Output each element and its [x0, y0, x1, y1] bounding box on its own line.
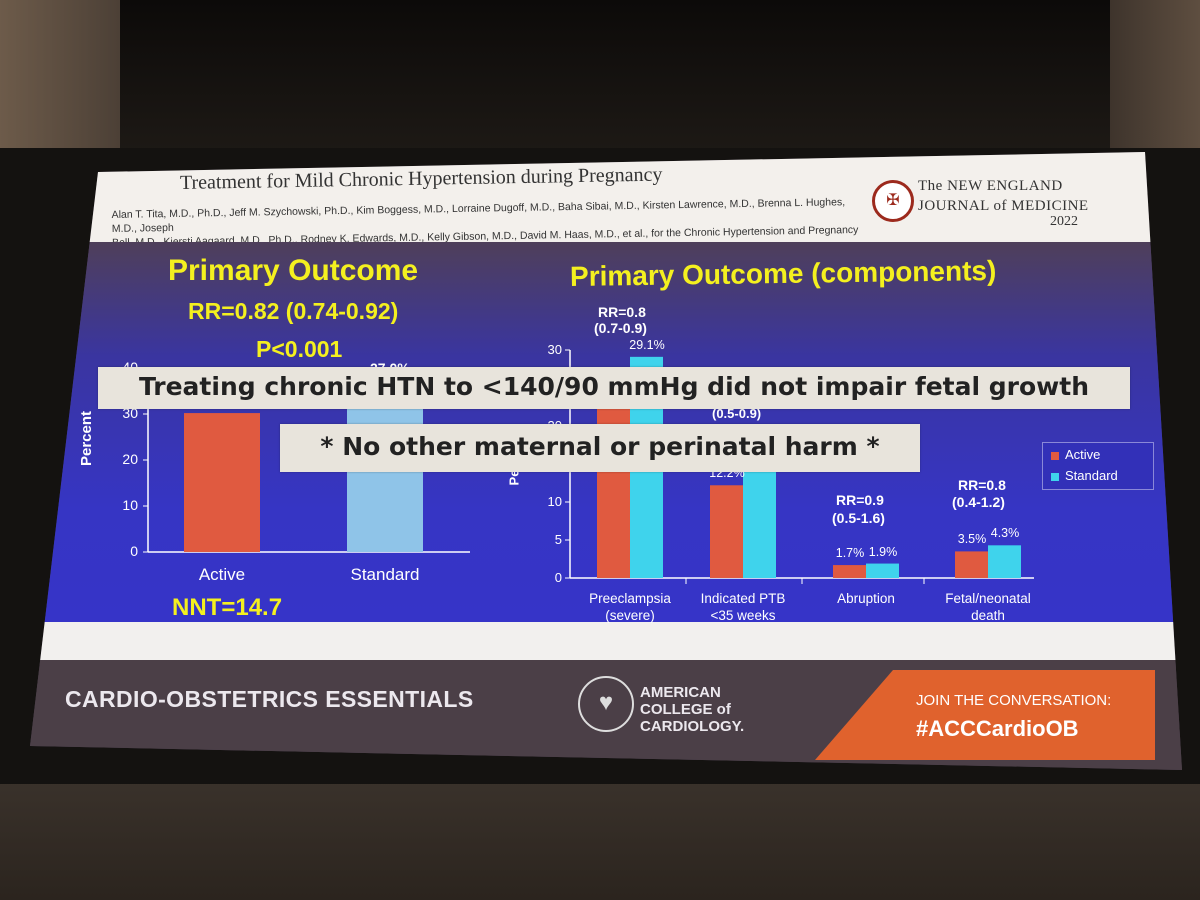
journal-year: 2022: [1050, 214, 1078, 229]
legend-active-swatch: [1051, 451, 1059, 460]
floor: [0, 780, 1200, 900]
right-value-label: 1.9%: [868, 544, 898, 559]
left-heading: Primary Outcome: [168, 254, 419, 287]
right-bar-active-3: [955, 551, 988, 578]
legend-standard-swatch: [1051, 472, 1059, 481]
rr-abruption-2: (0.5-1.6): [832, 510, 885, 526]
legend-standard-label: Standard: [1065, 468, 1118, 483]
nejm-seal-icon: ✠: [872, 180, 914, 222]
left-tick-label: 10: [122, 497, 138, 513]
right-category-label: Preeclampsia (severe): [589, 591, 671, 623]
left-y-label: Percent: [78, 410, 95, 466]
left-tick-label: 20: [122, 451, 138, 467]
legend-active: Active: [1051, 447, 1100, 462]
rr-abruption-1: RR=0.9: [836, 492, 884, 508]
right-bar-active-1: [710, 485, 743, 578]
left-category-label: Standard: [350, 565, 420, 584]
right-tick-label: 30: [547, 342, 562, 357]
right-bar-active-2: [833, 565, 866, 578]
left-bar-active: [184, 413, 260, 552]
right-tick-label: 5: [554, 532, 562, 547]
right-tick-label: 0: [554, 570, 562, 585]
rr-ptb-partial: (0.5-0.9): [712, 406, 762, 421]
right-value-label: 3.5%: [957, 532, 987, 547]
left-tick-label: 30: [122, 405, 138, 421]
acc-seal-icon: ♥: [578, 676, 634, 732]
right-category-label: Abruption: [837, 591, 895, 606]
rr-death-2: (0.4-1.2): [952, 494, 1005, 510]
legend-active-label: Active: [1065, 447, 1101, 462]
acc-line-2: COLLEGE of: [640, 701, 731, 718]
rr-preeclampsia-1: RR=0.8: [598, 304, 646, 320]
right-category-label: Indicated PTB <35 weeks: [700, 591, 786, 623]
rr-death-1: RR=0.8: [958, 477, 1006, 493]
left-p-value: P<0.001: [256, 336, 343, 362]
right-category-label: Fetal/neonatal death: [945, 591, 1031, 623]
right-value-label: 29.1%: [629, 337, 665, 352]
journal-line-1: The NEW ENGLAND: [918, 178, 1063, 194]
left-rr: RR=0.82 (0.74-0.92): [188, 298, 399, 324]
acc-name: AMERICAN COLLEGE of CARDIOLOGY.: [640, 684, 744, 735]
left-category-label: Active: [198, 565, 246, 584]
acc-line-1: AMERICAN: [640, 684, 721, 701]
right-bar-standard-3: [988, 545, 1021, 578]
right-bar-standard-2: [866, 563, 899, 578]
left-tick-label: 0: [130, 543, 138, 559]
components-legend: Active Standard: [1042, 442, 1154, 490]
right-tick-label: 10: [547, 494, 562, 509]
right-bar-standard-1: [743, 467, 776, 578]
ceiling: [0, 0, 1200, 160]
acc-line-3: CARDIOLOGY.: [640, 718, 745, 735]
banner-no-harm: * No other maternal or perinatal harm *: [280, 424, 920, 472]
right-value-label: 4.3%: [990, 526, 1020, 541]
join-conversation-text: JOIN THE CONVERSATION:: [916, 692, 1112, 709]
banner-fetal-growth: Treating chronic HTN to <140/90 mmHg did…: [98, 367, 1130, 409]
legend-standard: Standard: [1051, 468, 1118, 483]
rr-preeclampsia-2: (0.7-0.9): [594, 320, 647, 336]
slide-bottom-strip: [30, 622, 1182, 660]
footer-series-title: CARDIO-OBSTETRICS ESSENTIALS: [65, 686, 474, 712]
journal-name: The NEW ENGLAND JOURNAL of MEDICINE: [918, 176, 1128, 216]
journal-line-2: JOURNAL of MEDICINE: [918, 198, 1089, 214]
right-value-label: 1.7%: [835, 546, 865, 561]
left-nnt: NNT=14.7: [172, 594, 283, 621]
hashtag: #ACCCardioOB: [916, 716, 1079, 741]
